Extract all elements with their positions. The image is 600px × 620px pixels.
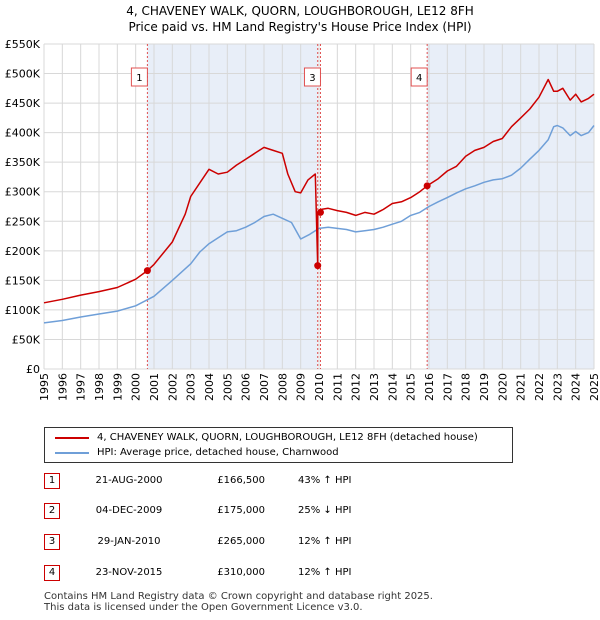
sale-label-box — [410, 67, 428, 87]
x-tick-label: 1995 — [38, 373, 51, 401]
x-tick-label: 2000 — [130, 373, 143, 401]
sale-date: 23-NOV-2015 — [95, 567, 163, 578]
sale-number-badge: 4 — [44, 565, 60, 581]
y-tick-label: £150K — [5, 274, 41, 287]
legend-swatch-hpi — [55, 452, 89, 454]
y-tick-label: £350K — [5, 156, 41, 169]
y-tick-label: £0 — [26, 363, 40, 376]
sale-hpi-change: 12% ↑ HPI — [298, 567, 352, 578]
x-tick-label: 2016 — [423, 373, 436, 401]
y-tick-label: £300K — [5, 186, 41, 199]
x-tick-label: 2023 — [551, 373, 564, 401]
x-tick-label: 2009 — [295, 373, 308, 401]
x-tick-label: 2008 — [276, 373, 289, 401]
x-tick-label: 2001 — [148, 373, 161, 401]
x-tick-label: 1999 — [111, 373, 124, 401]
sale-point — [316, 208, 324, 216]
x-tick-label: 2024 — [570, 373, 583, 401]
x-tick-label: 1998 — [93, 373, 106, 401]
sale-label: 1 — [136, 73, 142, 84]
sale-date: 29-JAN-2010 — [97, 536, 161, 547]
x-tick-label: 2015 — [405, 373, 418, 401]
sale-hpi-change: 43% ↑ HPI — [298, 475, 352, 486]
hpi-line — [43, 124, 595, 324]
x-tick-label: 1996 — [56, 373, 69, 401]
x-tick-label: 2002 — [166, 373, 179, 401]
y-tick-label: £250K — [5, 215, 41, 228]
legend-label-hpi: HPI: Average price, detached house, Char… — [97, 447, 339, 458]
sale-row: 4 23-NOV-2015 £310,000 12% ↑ HPI — [0, 563, 600, 583]
shaded-region — [147, 44, 318, 369]
x-tick-label: 2003 — [185, 373, 198, 401]
sale-label: 4 — [416, 73, 422, 84]
x-tick-label: 2011 — [331, 373, 344, 401]
sale-label-box — [303, 67, 321, 87]
footer-copyright: Contains HM Land Registry data © Crown c… — [44, 591, 433, 602]
legend-swatch-property — [55, 437, 89, 439]
sale-date: 21-AUG-2000 — [95, 475, 163, 486]
footer-licence: This data is licensed under the Open Gov… — [44, 602, 363, 613]
chart-title: 4, CHAVENEY WALK, QUORN, LOUGHBOROUGH, L… — [126, 4, 474, 18]
legend-label-property: 4, CHAVENEY WALK, QUORN, LOUGHBOROUGH, L… — [97, 432, 478, 443]
chart-subtitle: Price paid vs. HM Land Registry's House … — [128, 20, 472, 34]
sale-label: 3 — [309, 73, 315, 84]
sale-date: 04-DEC-2009 — [95, 505, 163, 516]
x-tick-label: 2012 — [350, 373, 363, 401]
y-tick-label: £50K — [12, 333, 41, 346]
sale-number-badge: 1 — [44, 473, 60, 489]
price-chart: 1 3 4 £0 £50K £100K £150K £200K £250K £300K £350K… — [5, 38, 600, 401]
sale-price: £310,000 — [217, 567, 265, 578]
x-tick-label: 2019 — [478, 373, 491, 401]
x-tick-label: 2020 — [496, 373, 509, 401]
y-tick-label: £450K — [5, 97, 41, 110]
sale-hpi-change: 25% ↓ HPI — [298, 505, 352, 516]
shaded-region — [427, 44, 594, 369]
x-tick-label: 2007 — [258, 373, 271, 401]
sale-price: £175,000 — [217, 505, 265, 516]
sale-label-box — [130, 67, 148, 87]
y-tick-label: £100K — [5, 304, 41, 317]
sale-point — [314, 262, 322, 270]
sale-row: 3 29-JAN-2010 £265,000 12% ↑ HPI — [0, 532, 600, 552]
y-tick-label: £400K — [5, 127, 41, 140]
y-tick-label: £500K — [5, 68, 41, 81]
x-tick-label: 2017 — [441, 373, 454, 401]
x-tick-label: 2010 — [313, 373, 326, 401]
y-tick-label: £550K — [5, 38, 41, 51]
sale-row: 1 21-AUG-2000 £166,500 43% ↑ HPI — [0, 471, 600, 491]
sale-price: £166,500 — [217, 475, 265, 486]
x-tick-label: 2014 — [386, 373, 399, 401]
sale-number-badge: 2 — [44, 503, 60, 519]
x-tick-label: 2005 — [221, 373, 234, 401]
property-price-line — [43, 78, 595, 304]
x-tick-label: 1997 — [75, 373, 88, 401]
x-tick-label: 2022 — [533, 373, 546, 401]
sale-point — [143, 267, 151, 275]
y-tick-label: £200K — [5, 245, 41, 258]
x-tick-label: 2018 — [460, 373, 473, 401]
x-tick-label: 2021 — [515, 373, 528, 401]
sale-hpi-change: 12% ↑ HPI — [298, 536, 352, 547]
legend: 4, CHAVENEY WALK, QUORN, LOUGHBOROUGH, L… — [44, 427, 513, 463]
sale-point — [423, 182, 431, 190]
x-tick-label: 2006 — [240, 373, 253, 401]
x-tick-label: 2025 — [588, 373, 600, 401]
sale-row: 2 04-DEC-2009 £175,000 25% ↓ HPI — [0, 501, 600, 521]
x-tick-label: 2004 — [203, 373, 216, 401]
sale-number-badge: 3 — [44, 534, 60, 550]
x-tick-label: 2013 — [368, 373, 381, 401]
sale-price: £265,000 — [217, 536, 265, 547]
